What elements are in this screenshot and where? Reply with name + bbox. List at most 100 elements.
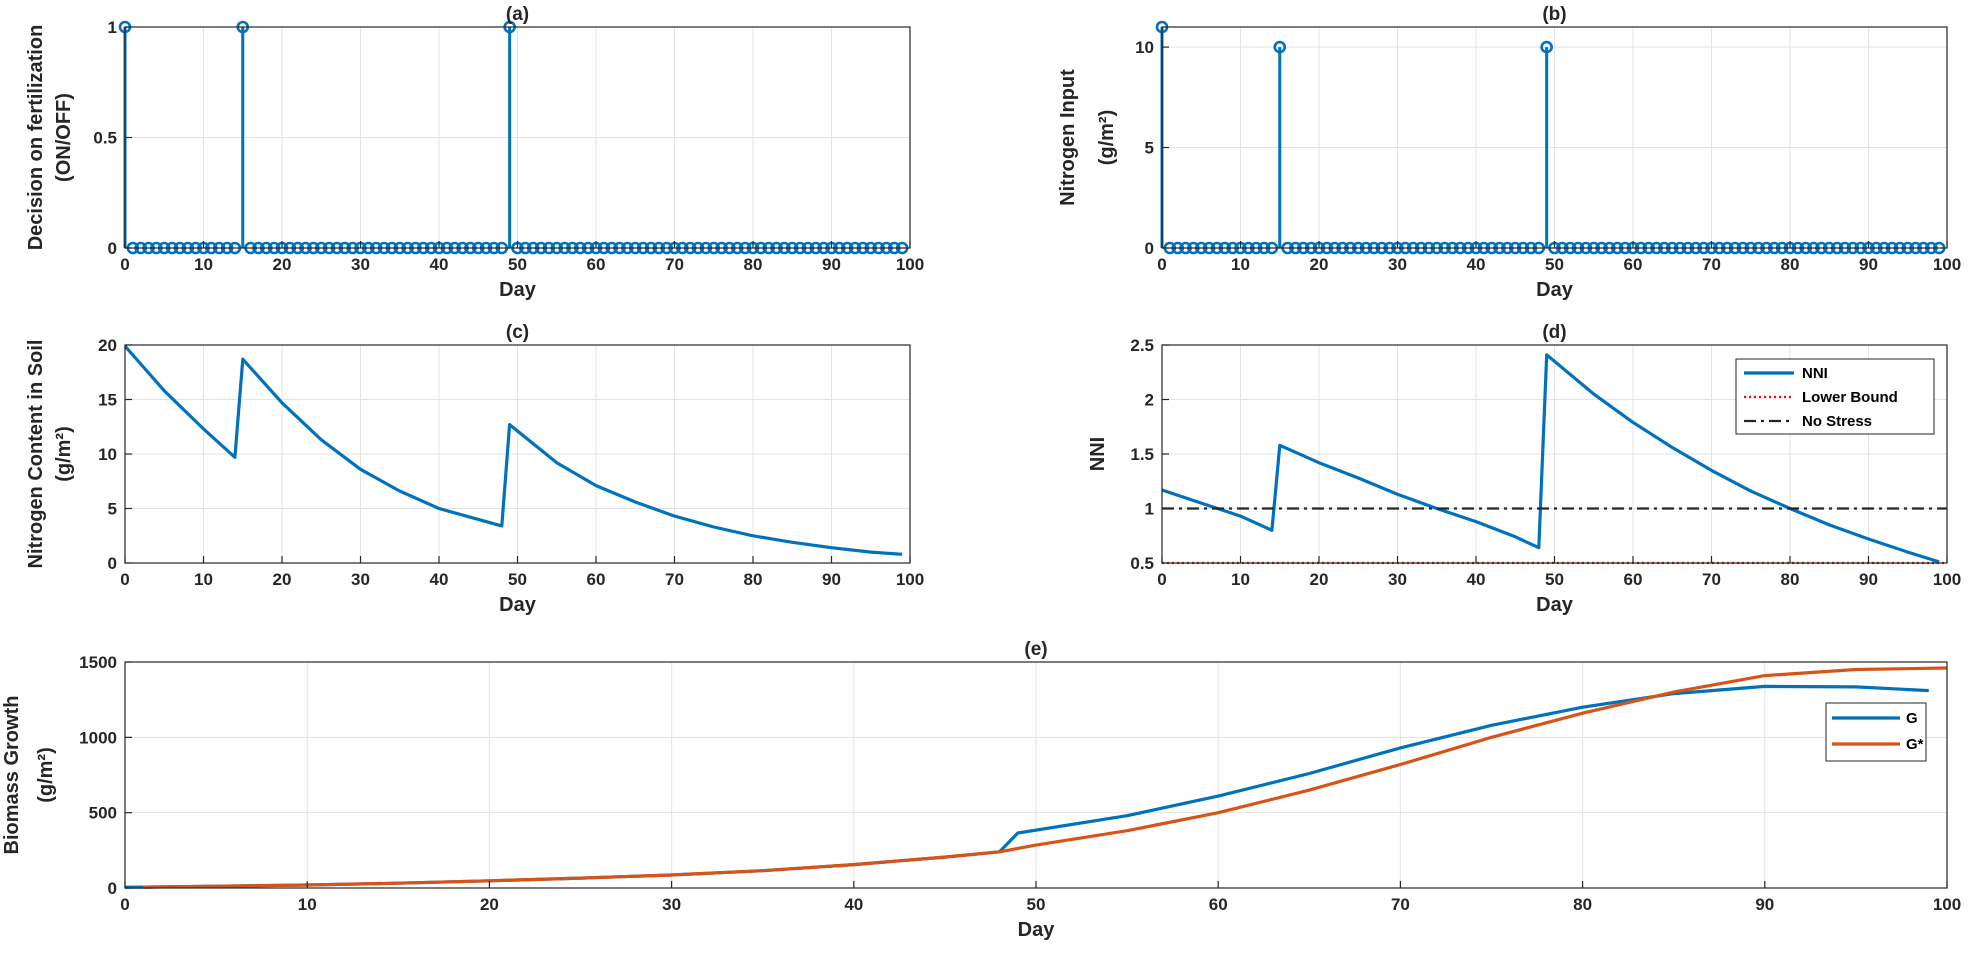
x-tick-label: 70 — [1702, 570, 1721, 589]
legend: G G* — [1825, 702, 1927, 762]
x-tick-label: 40 — [430, 255, 449, 274]
y-tick-label: 5 — [108, 500, 117, 519]
chart-title: (a) — [506, 4, 529, 25]
legend-label: G — [1906, 710, 1918, 727]
series-line-g- — [143, 666, 1948, 889]
x-axis-label: Day — [499, 594, 537, 616]
y-axis-label: (g/m²) — [35, 747, 57, 803]
x-axis-label: Day — [1536, 279, 1574, 301]
y-tick-label: 5 — [1145, 139, 1154, 158]
y-tick-label: 10 — [1135, 38, 1154, 57]
x-tick-label: 50 — [508, 570, 527, 589]
x-tick-label: 30 — [351, 255, 370, 274]
y-tick-label: 1 — [1145, 500, 1154, 519]
x-tick-label: 0 — [120, 255, 129, 274]
x-tick-label: 50 — [1545, 255, 1564, 274]
y-tick-label: 500 — [89, 804, 117, 823]
y-tick-label: 0.5 — [93, 129, 117, 148]
x-tick-label: 100 — [1933, 570, 1961, 589]
legend: NNI Lower Bound No Stress — [1735, 358, 1935, 435]
x-tick-label: 40 — [844, 895, 863, 914]
x-axis-label: Day — [1536, 594, 1574, 616]
chart-title: (b) — [1542, 4, 1566, 25]
chart-title: (c) — [506, 322, 529, 343]
y-tick-label: 2 — [1145, 391, 1154, 410]
x-tick-label: 20 — [480, 895, 499, 914]
x-tick-label: 0 — [1157, 570, 1166, 589]
y-tick-label: 2.5 — [1130, 336, 1154, 355]
x-tick-label: 40 — [1467, 570, 1486, 589]
x-tick-label: 70 — [1702, 255, 1721, 274]
y-axis-label: Nitrogen Content in Soil — [25, 340, 47, 569]
x-tick-label: 10 — [298, 895, 317, 914]
x-tick-label: 10 — [1231, 570, 1250, 589]
stem-marker — [1273, 40, 1287, 54]
series-line-soil-n — [123, 345, 903, 556]
x-tick-label: 50 — [1027, 895, 1046, 914]
x-tick-label: 80 — [1781, 570, 1800, 589]
x-tick-label: 90 — [1755, 895, 1774, 914]
chart-d: 0 10 20 30 40 50 60 70 80 90 100 0.5 1 1.5 2 2.5 (d) Day N… — [1087, 322, 1961, 616]
stem-marker — [1540, 40, 1553, 54]
x-tick-label: 20 — [1310, 255, 1329, 274]
y-tick-label: 0 — [1145, 239, 1154, 258]
chart-e: 0 10 20 30 40 50 60 70 80 90 100050010001500(e)Day… — [1, 639, 1961, 941]
y-tick-label: 0 — [108, 554, 117, 573]
x-tick-label: 30 — [1388, 570, 1407, 589]
x-tick-label: 60 — [587, 255, 606, 274]
x-tick-label: 60 — [1209, 895, 1228, 914]
x-tick-label: 10 — [194, 570, 213, 589]
legend-label: Lower Bound — [1802, 389, 1898, 406]
x-tick-label: 70 — [665, 570, 684, 589]
series-line-nni — [1161, 353, 1940, 564]
y-tick-label: 1500 — [79, 653, 117, 672]
legend-label: G* — [1906, 736, 1924, 753]
y-tick-label: 20 — [98, 336, 117, 355]
x-tick-label: 90 — [822, 255, 841, 274]
x-tick-label: 80 — [1573, 895, 1592, 914]
x-tick-label: 50 — [1545, 570, 1564, 589]
y-tick-label: 15 — [98, 391, 117, 410]
x-tick-label: 90 — [1859, 570, 1878, 589]
chart-c: 0 10 20 30 40 50 60 70 80 90 100 0 5 10 15 20 (c) Day Nitr… — [25, 322, 924, 616]
x-tick-label: 60 — [1624, 570, 1643, 589]
x-tick-label: 50 — [508, 255, 527, 274]
x-tick-label: 40 — [1467, 255, 1486, 274]
y-axis-label: Decision on fertilization — [25, 25, 47, 251]
y-axis-label: Biomass Growth — [1, 696, 23, 855]
y-tick-label: 0 — [108, 239, 117, 258]
y-tick-label: 0 — [108, 879, 117, 898]
x-tick-label: 30 — [1388, 255, 1407, 274]
x-tick-label: 100 — [1933, 255, 1961, 274]
x-tick-label: 60 — [587, 570, 606, 589]
x-tick-label: 80 — [744, 570, 763, 589]
x-tick-label: 70 — [665, 255, 684, 274]
series-line-g — [124, 684, 1929, 889]
legend-label: No Stress — [1802, 413, 1872, 430]
x-tick-label: 70 — [1391, 895, 1410, 914]
x-tick-label: 60 — [1624, 255, 1643, 274]
chart-title: (e) — [1024, 639, 1047, 660]
x-tick-label: 90 — [1859, 255, 1878, 274]
chart-title: (d) — [1542, 322, 1566, 343]
x-tick-label: 20 — [273, 570, 292, 589]
x-tick-label: 30 — [351, 570, 370, 589]
x-tick-label: 80 — [1781, 255, 1800, 274]
x-tick-label: 0 — [120, 895, 129, 914]
y-axis-label: Nitrogen Input — [1057, 69, 1079, 206]
x-axis-label: Day — [1018, 919, 1056, 941]
legend-box — [1825, 702, 1927, 762]
x-tick-label: 0 — [120, 570, 129, 589]
y-axis-label: (g/m²) — [53, 426, 75, 482]
y-tick-label: 1.5 — [1130, 445, 1154, 464]
x-tick-label: 100 — [896, 570, 924, 589]
x-tick-label: 20 — [1310, 570, 1329, 589]
y-tick-label: 10 — [98, 445, 117, 464]
legend-label: NNI — [1802, 365, 1828, 382]
x-tick-label: 100 — [1933, 895, 1961, 914]
x-tick-label: 10 — [194, 255, 213, 274]
x-tick-label: 80 — [744, 255, 763, 274]
x-axis-label: Day — [499, 279, 537, 301]
y-axis-label: (g/m²) — [1096, 110, 1118, 166]
chart-a: 0 10 20 30 40 50 60 70 80 90 100 0 0.5 1 (a) Day Decisio… — [25, 4, 924, 301]
